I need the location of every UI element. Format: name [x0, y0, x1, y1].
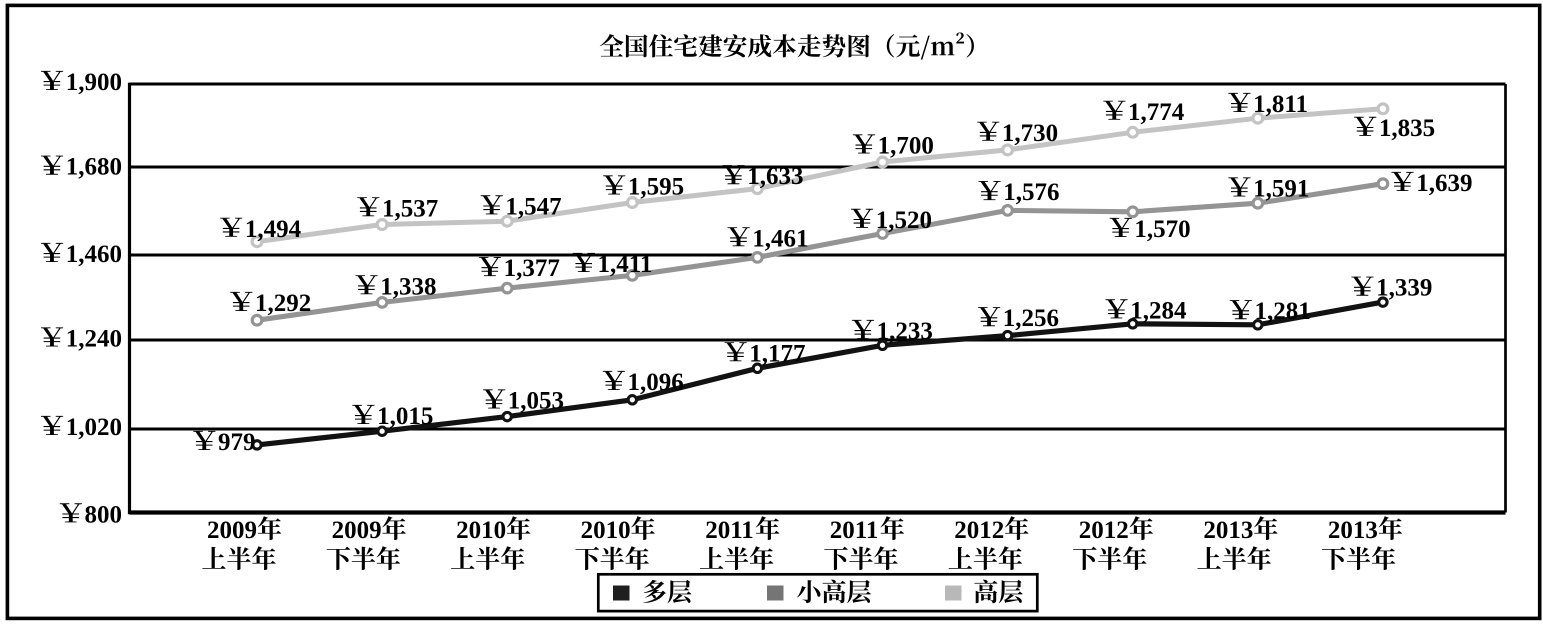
svg-text:2012: 2012: [1079, 517, 1129, 544]
svg-text:1,811: 1,811: [1253, 91, 1308, 118]
svg-text:2011: 2011: [830, 517, 879, 544]
svg-text:1,338: 1,338: [380, 273, 436, 300]
svg-text:1,281: 1,281: [1255, 298, 1311, 325]
svg-text:979: 979: [218, 429, 256, 456]
svg-text:2009: 2009: [332, 517, 382, 544]
svg-text:1,292: 1,292: [255, 290, 311, 317]
svg-text:1,377: 1,377: [504, 255, 560, 282]
svg-text:1,233: 1,233: [877, 318, 933, 345]
svg-text:1,591: 1,591: [1253, 176, 1309, 203]
svg-text:1,256: 1,256: [1003, 305, 1059, 332]
svg-text:1,460: 1,460: [66, 241, 122, 268]
svg-text:1,240: 1,240: [66, 326, 122, 353]
svg-text:1,900: 1,900: [66, 69, 122, 96]
svg-text:2010: 2010: [456, 517, 506, 544]
svg-text:1,339: 1,339: [1376, 275, 1432, 302]
svg-text:2013: 2013: [1203, 517, 1253, 544]
svg-text:1,835: 1,835: [1379, 115, 1435, 142]
svg-text:1,015: 1,015: [377, 403, 433, 430]
svg-text:1,053: 1,053: [508, 388, 564, 415]
svg-text:2009: 2009: [207, 517, 257, 544]
svg-text:1,547: 1,547: [505, 193, 561, 220]
svg-text:1,537: 1,537: [382, 195, 438, 222]
svg-text:1,096: 1,096: [628, 369, 684, 396]
svg-text:1,177: 1,177: [749, 340, 805, 367]
svg-text:1,520: 1,520: [876, 207, 932, 234]
svg-text:1,680: 1,680: [66, 154, 122, 181]
svg-text:1,494: 1,494: [245, 216, 302, 243]
svg-text:1,774: 1,774: [1128, 99, 1185, 126]
svg-text:800: 800: [85, 501, 123, 528]
svg-text:2010: 2010: [581, 517, 631, 544]
svg-text:1,576: 1,576: [1003, 179, 1059, 206]
svg-text:1,730: 1,730: [1002, 120, 1058, 147]
svg-text:1,411: 1,411: [598, 251, 653, 278]
svg-text:1,633: 1,633: [747, 163, 803, 190]
svg-text:2011: 2011: [705, 517, 754, 544]
svg-text:2013: 2013: [1328, 517, 1378, 544]
svg-text:1,284: 1,284: [1130, 297, 1187, 324]
svg-text:2012: 2012: [954, 517, 1004, 544]
svg-text:1,020: 1,020: [66, 414, 122, 441]
svg-text:1,570: 1,570: [1134, 216, 1190, 243]
svg-text:1,700: 1,700: [878, 133, 934, 160]
svg-text:1,461: 1,461: [752, 225, 808, 252]
svg-text:1,639: 1,639: [1416, 170, 1472, 197]
svg-text:1,595: 1,595: [628, 174, 684, 201]
